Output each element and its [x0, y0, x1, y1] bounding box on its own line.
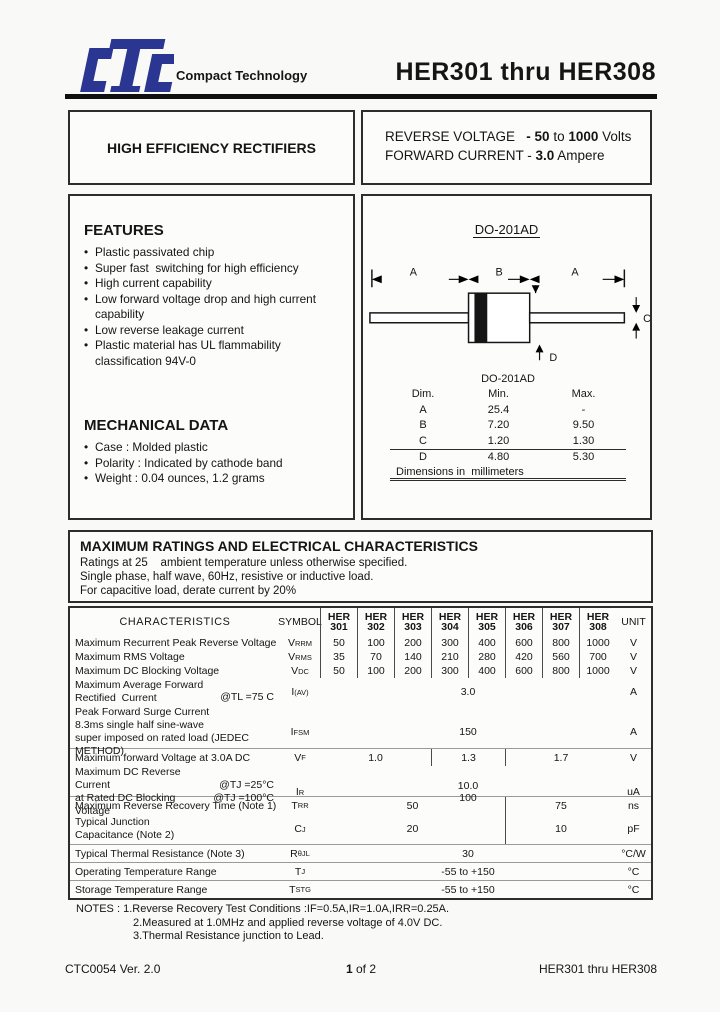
svg-text:A: A	[409, 266, 417, 278]
dims-row-d: D 4.80 5.30	[390, 448, 626, 465]
col-her306: HER 306	[505, 608, 542, 636]
table-row-vrrm: Maximum Recurrent Peak Reverse Voltage V…	[75, 636, 637, 650]
mechanical-list: Case : Molded plastic Polarity : Indicat…	[84, 440, 345, 487]
col-her307: HER 307	[542, 608, 579, 636]
table-row-vrms: Maximum RMS Voltage V RMS 35 70 140 210 2…	[75, 650, 637, 664]
feature-item: High current capability	[84, 276, 345, 292]
dims-row-a: A 25.4-	[419, 403, 586, 416]
product-title: HIGH EFFICIENCY RECTIFIERS	[107, 139, 316, 156]
dims-title: DO-201AD	[481, 372, 535, 385]
svg-text:D: D	[549, 352, 557, 364]
dims-row-b: B 7.20 9.50	[419, 419, 595, 432]
mechanical-item: Weight : 0.04 ounces, 1.2 grams	[84, 471, 345, 487]
features-list: Plastic passivated chip Super fast switc…	[84, 245, 345, 369]
table-row-iav: Maximum Average Forward Rectified Current…	[75, 679, 637, 704]
feature-item: Plastic passivated chip	[84, 245, 345, 261]
ratings-line: Ratings at 25 ambient temperature unless…	[80, 557, 408, 569]
col-her308: HER 308	[579, 608, 616, 636]
svg-text:C: C	[643, 313, 650, 325]
note-line: NOTES : 1.Reverse Recovery Test Conditio…	[76, 903, 450, 915]
note-line: 2.Measured at 1.0MHz and applied reverse…	[133, 916, 443, 929]
table-row-trr: Maximum Reverse Recovery Time (Note 1) T…	[70, 796, 651, 814]
note-line: 3.Thermal Resistance junction to Lead.	[133, 930, 324, 942]
ratings-box: MAXIMUM RATINGS AND ELECTRICAL CHARACTER…	[68, 530, 653, 603]
header-rule	[65, 94, 657, 99]
mechanical-item: Polarity : Indicated by cathode band	[84, 456, 345, 472]
spec-summary-box: REVERSE VOLTAGE - 50 to 1000 Volts FORWA…	[361, 110, 652, 185]
package-outline-diagram: A B A C	[368, 266, 650, 364]
dims-header-row: Dim. Min. Max.	[411, 388, 596, 401]
forward-current-line: FORWARD CURRENT - 3.0 Ampere	[385, 148, 605, 163]
col-her303: HER 303	[394, 608, 431, 636]
feature-item: Low forward voltage drop and high curren…	[84, 292, 345, 323]
ratings-heading: MAXIMUM RATINGS AND ELECTRICAL CHARACTER…	[80, 538, 478, 554]
ctc-logo-icon	[74, 36, 179, 99]
feature-item: Super fast switching for high efficiency	[84, 261, 345, 277]
table-row-tstg: Storage Temperature Range T STG -55 to +1…	[70, 880, 651, 898]
characteristics-table: CHARACTERISTICS SYMBOL HER 301 HER 302 HER…	[68, 606, 653, 900]
notes-block: NOTES : 1.Reverse Recovery Test Conditio…	[76, 903, 449, 944]
dimensions-table: DO-201AD Dim. Min. Max. A 25.4- B 7.20 9.50…	[390, 371, 626, 481]
footer-part-range: HER301 thru HER308	[538, 962, 657, 976]
brand-name: Compact Technology	[176, 68, 308, 83]
mechanical-heading: MECHANICAL DATA	[84, 417, 229, 434]
col-her305: HER 305	[468, 608, 505, 636]
col-her304: HER 304	[431, 608, 468, 636]
ratings-line: For capacitive load, derate current by 2…	[80, 585, 297, 597]
page-number: 1 of 2	[345, 962, 377, 976]
col-her302: HER 302	[357, 608, 394, 636]
doc-title: HER301 thru HER308	[395, 58, 656, 86]
col-her301: HER 301	[320, 608, 357, 636]
reverse-voltage-line: REVERSE VOLTAGE - 50 to 1000 Volts	[385, 129, 632, 144]
table-row-ir: Maximum DC Reverse Current at Rated DC Bl…	[75, 766, 640, 817]
mechanical-item: Case : Molded plastic	[84, 440, 345, 456]
package-name: DO-201AD	[472, 222, 541, 238]
features-heading: FEATURES	[84, 222, 164, 239]
table-header-row: CHARACTERISTICS SYMBOL HER 301 HER 302 HER…	[70, 608, 651, 636]
feature-item: Plastic material has UL flammability cla…	[84, 338, 345, 369]
table-row-vdc: Maximum DC Blocking Voltage V DC 50 100 2…	[75, 664, 637, 678]
dims-caption: Dimensions in millimeters	[390, 464, 626, 481]
product-title-box: HIGH EFFICIENCY RECTIFIERS	[68, 110, 355, 185]
ratings-line: Single phase, half wave, 60Hz, resistive…	[80, 571, 374, 583]
svg-text:B: B	[495, 266, 502, 278]
doc-number: CTC0054 Ver. 2.0	[65, 962, 161, 976]
features-box: FEATURES Plastic passivated chip Super f…	[68, 194, 355, 520]
table-row-ifsm: Peak Forward Surge Current 8.3ms single h…	[75, 706, 637, 757]
package-box: DO-201AD A B A	[361, 194, 652, 520]
dims-row-c: C 1.20 1.30	[419, 434, 595, 447]
feature-item: Low reverse leakage current	[84, 323, 345, 339]
svg-text:A: A	[571, 266, 579, 278]
